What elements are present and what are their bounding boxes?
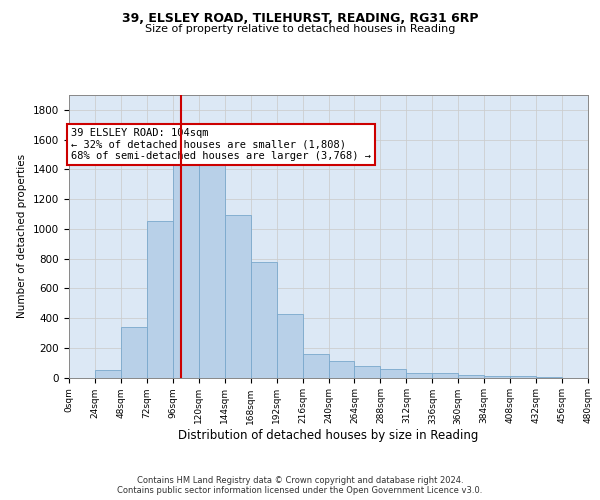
Bar	[510, 376, 536, 378]
Bar	[536, 377, 562, 378]
Bar	[95, 370, 121, 378]
Bar	[302, 354, 329, 378]
Bar	[225, 216, 251, 378]
Bar	[355, 366, 380, 378]
X-axis label: Distribution of detached houses by size in Reading: Distribution of detached houses by size …	[178, 429, 479, 442]
Bar	[458, 374, 484, 378]
Bar	[121, 327, 147, 378]
Bar	[484, 376, 510, 378]
Y-axis label: Number of detached properties: Number of detached properties	[17, 154, 28, 318]
Text: 39, ELSLEY ROAD, TILEHURST, READING, RG31 6RP: 39, ELSLEY ROAD, TILEHURST, READING, RG3…	[122, 12, 478, 26]
Bar	[406, 373, 432, 378]
Bar	[329, 361, 355, 378]
Text: Size of property relative to detached houses in Reading: Size of property relative to detached ho…	[145, 24, 455, 34]
Text: Contains HM Land Registry data © Crown copyright and database right 2024.
Contai: Contains HM Land Registry data © Crown c…	[118, 476, 482, 495]
Bar	[173, 160, 199, 378]
Bar	[432, 373, 458, 378]
Bar	[251, 262, 277, 378]
Text: 39 ELSLEY ROAD: 104sqm
← 32% of detached houses are smaller (1,808)
68% of semi-: 39 ELSLEY ROAD: 104sqm ← 32% of detached…	[71, 128, 371, 161]
Bar	[380, 368, 406, 378]
Bar	[147, 222, 173, 378]
Bar	[199, 160, 224, 378]
Bar	[277, 314, 302, 378]
